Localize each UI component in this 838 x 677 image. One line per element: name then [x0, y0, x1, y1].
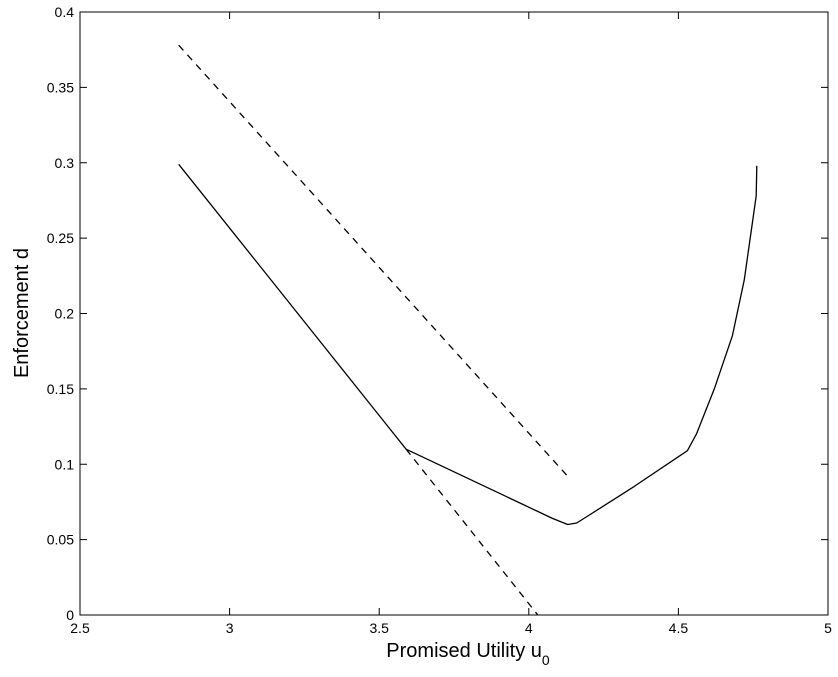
y-tick-label: 0.3	[55, 155, 75, 171]
x-tick-label: 4.5	[669, 620, 689, 636]
y-axis-ticks: 0 0.05 0.1 0.15 0.2 0.25 0.3 0.35 0.4	[47, 4, 828, 623]
y-tick-label: 0.25	[47, 230, 74, 246]
x-tick-label: 5	[824, 620, 832, 636]
y-tick-label: 0.1	[55, 456, 75, 472]
x-axis-label: Promised Utility u0	[386, 640, 550, 668]
x-axis-ticks: 2.5 3 3.5 4 4.5 5	[70, 12, 832, 636]
x-tick-label: 3.5	[369, 620, 389, 636]
y-tick-label: 0.05	[47, 532, 74, 548]
series-line-2-dashed	[178, 44, 569, 477]
x-tick-label: 3	[226, 620, 234, 636]
y-tick-label: 0.15	[47, 381, 74, 397]
series-layer	[178, 44, 758, 616]
y-tick-label: 0.35	[47, 79, 74, 95]
plot-area	[79, 11, 829, 616]
series-line-1-solid	[178, 163, 758, 526]
series-line-3-dashed	[405, 448, 539, 616]
x-tick-label: 4	[525, 620, 533, 636]
y-tick-label: 0.2	[55, 306, 75, 322]
x-tick-label: 2.5	[70, 620, 90, 636]
y-tick-label: 0.4	[55, 4, 75, 20]
y-axis-label: Enforcement d	[11, 248, 33, 378]
y-tick-label: 0	[66, 607, 74, 623]
x-axis-label-subscript: 0	[542, 652, 550, 668]
